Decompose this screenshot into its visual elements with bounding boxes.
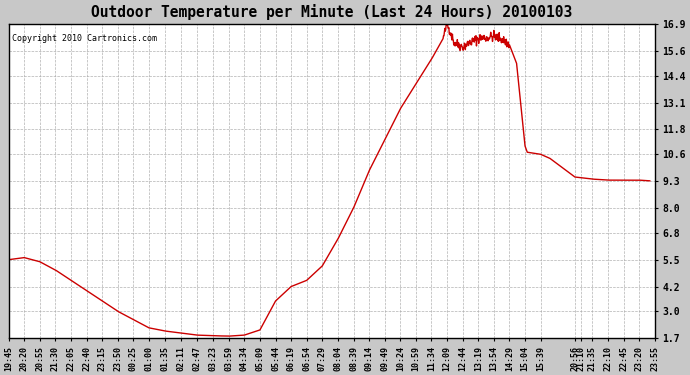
- Title: Outdoor Temperature per Minute (Last 24 Hours) 20100103: Outdoor Temperature per Minute (Last 24 …: [91, 4, 572, 20]
- Text: Copyright 2010 Cartronics.com: Copyright 2010 Cartronics.com: [12, 33, 157, 42]
